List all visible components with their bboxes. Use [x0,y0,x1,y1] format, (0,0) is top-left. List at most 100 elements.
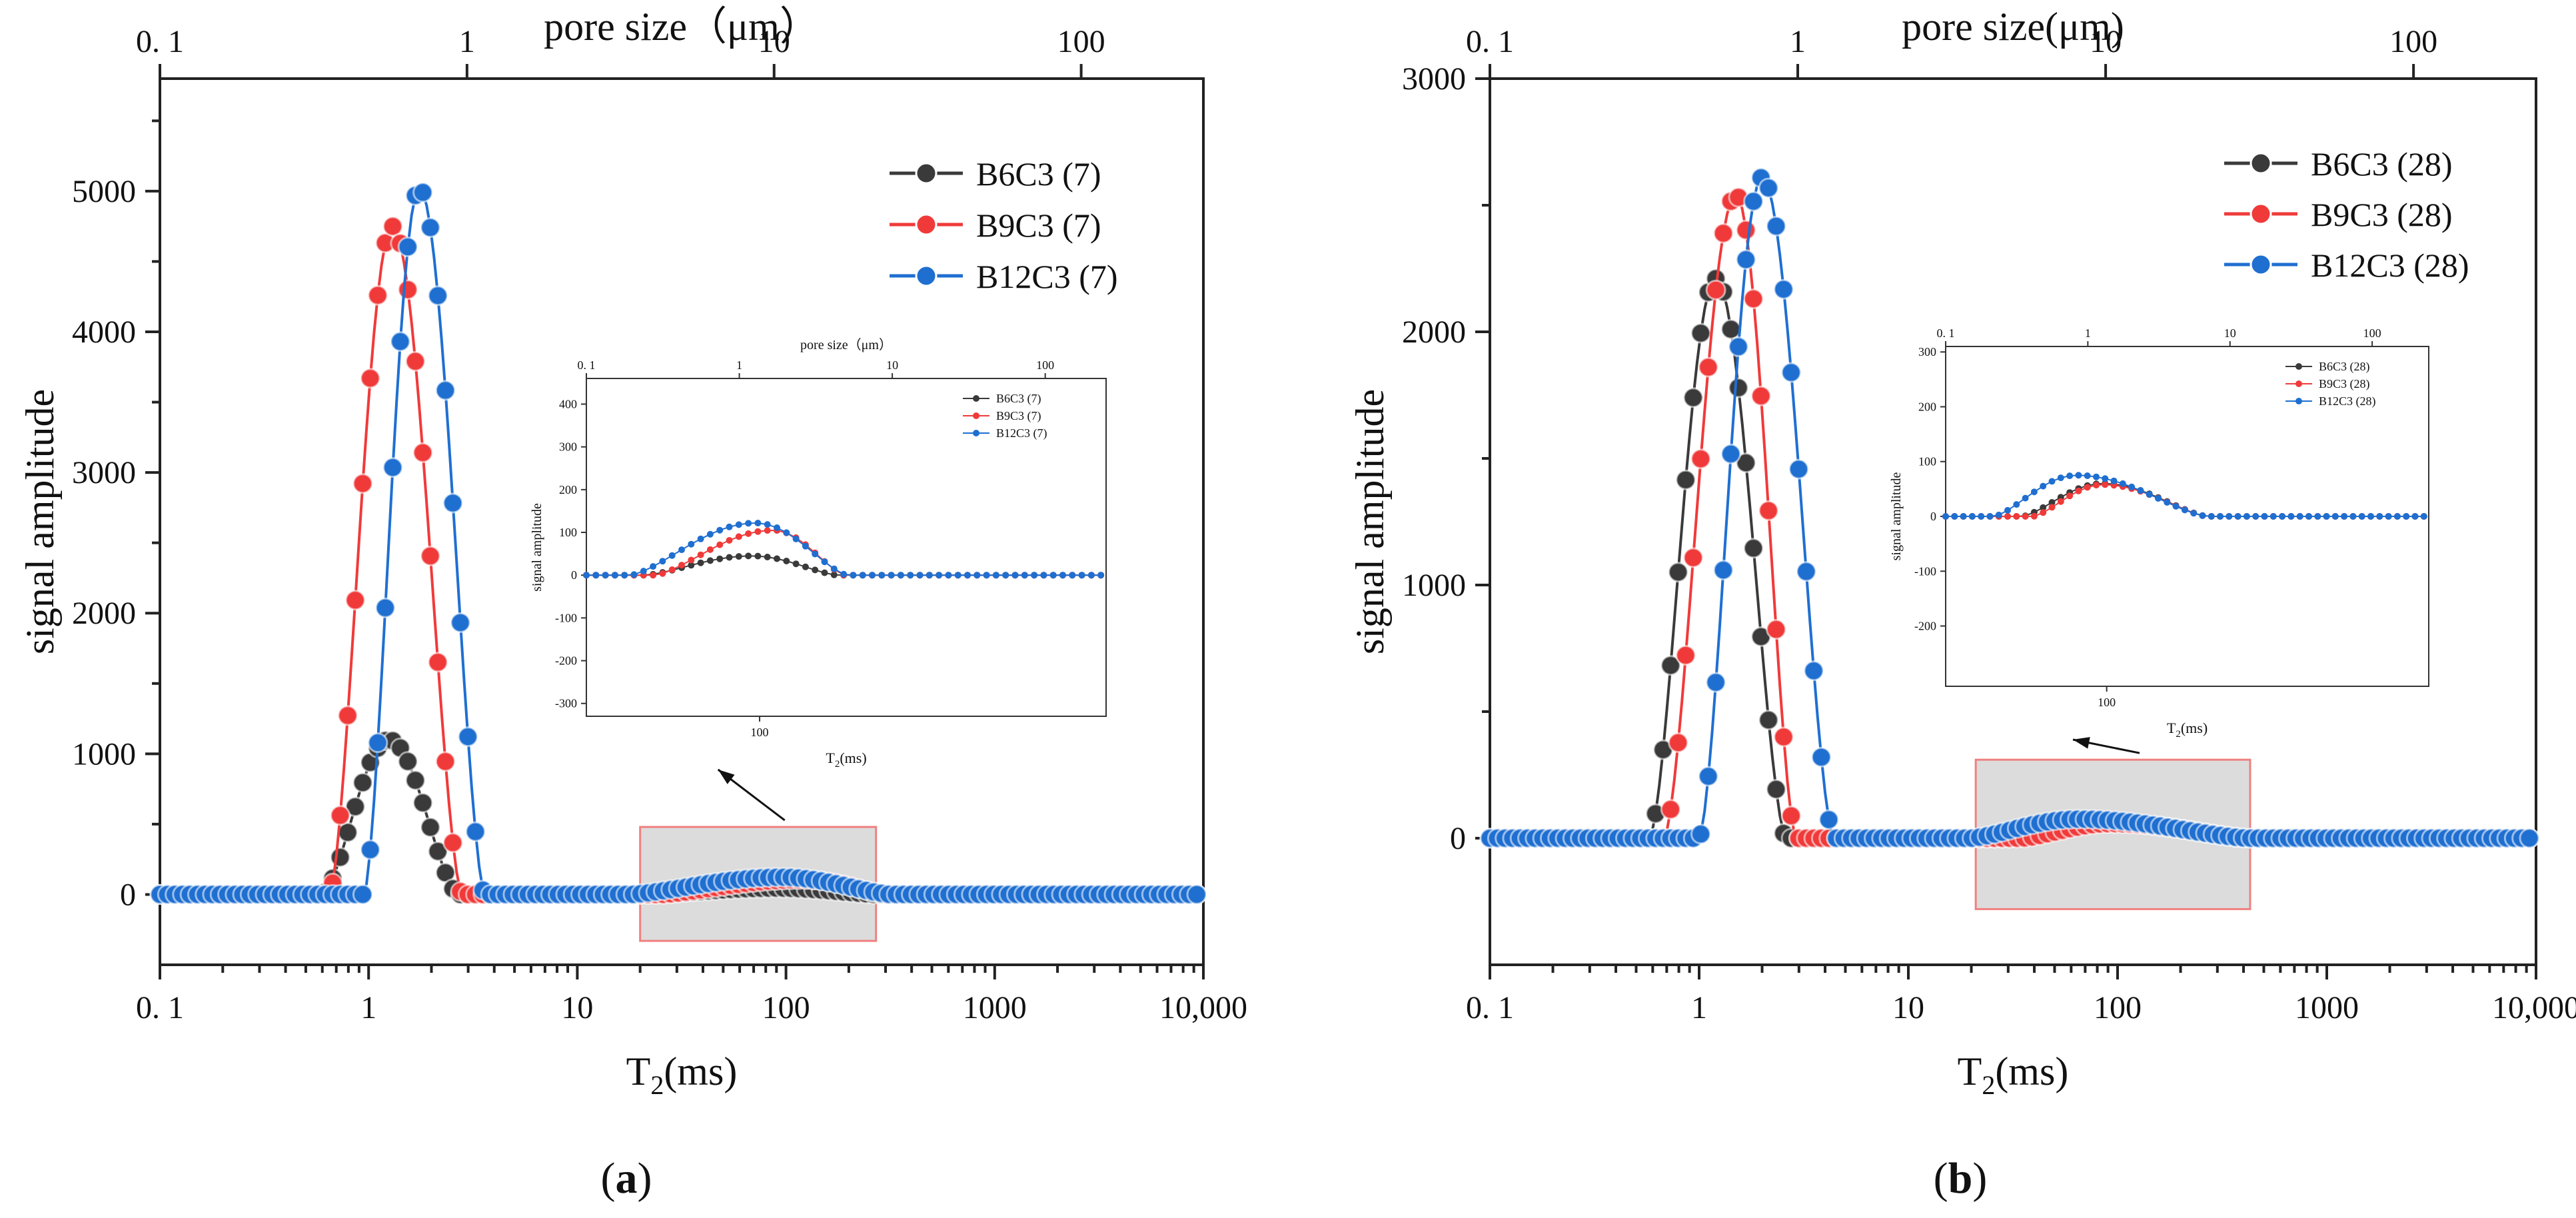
x-tick-label: 1000 [2295,990,2359,1025]
legend-label: B6C3 (7) [976,155,1101,193]
inset-legend-label: B9C3 (7) [996,409,1041,423]
data-point [397,751,418,772]
inset-data-point [2146,491,2153,498]
inset-data-point [716,555,724,562]
inset-data-point [2075,487,2082,494]
inset-data-point [802,563,809,570]
inset-data-point [850,572,857,579]
top-tick-label: 1 [459,24,475,59]
inset-data-point [650,563,657,570]
data-point [1690,322,1711,344]
data-point [1720,318,1742,340]
legend-marker [915,213,938,236]
inset-data-point [2226,513,2233,520]
data-point [457,726,478,748]
inset-data-point [973,572,981,579]
inset-data-point [2190,510,2198,517]
x-tick-label: 10 [561,990,593,1025]
x-tick-label: 0. 1 [136,990,184,1025]
legend-label: B12C3 (7) [976,258,1118,295]
data-point [1690,824,1711,845]
inset-data-point [2084,472,2091,479]
y-axis-title: signal amplitude [1348,389,1392,654]
inset-data-point [2243,513,2250,520]
data-point [360,368,381,389]
data-point [1788,458,1809,480]
inset-data-point [897,572,904,579]
inset-data-point [659,570,666,577]
inset-data-point [2172,502,2180,510]
y-tick-label: 3000 [1402,61,1466,97]
inset-data-point [907,572,914,579]
inset-data-point [2066,472,2074,480]
data-point [390,331,411,352]
data-point [1735,452,1756,474]
inset-top-tick-label: 100 [2363,326,2381,340]
inset-data-point [745,552,752,560]
data-point [352,473,373,494]
inset-data-point [688,562,695,569]
inset-data-point [2164,499,2171,506]
inset-data-point [611,572,618,579]
inset-legend-marker [2295,398,2302,404]
inset-data-point [1960,513,1967,520]
data-point [352,884,373,905]
data-point [2519,828,2540,849]
inset-frame [586,378,1107,717]
top-tick-label: 0. 1 [136,24,184,59]
series-line-B6 [1490,277,2533,840]
inset-data-point [754,520,762,526]
inset-data-point [754,552,762,560]
inset-data-point [2066,492,2074,500]
inset-data-point [745,530,752,537]
top-tick-label: 10 [2090,24,2122,59]
inset-legend-label: B6C3 (28) [2319,360,2370,374]
inset-data-point [802,542,809,550]
inset-series-line-B12 [586,522,1101,576]
inset-data-point [2093,473,2100,480]
inset-data-point [697,559,704,566]
inset-data-point [1978,513,1985,520]
inset-data-point [688,556,695,564]
data-point [465,821,486,842]
data-point [367,732,388,754]
inset-data-point [792,535,800,542]
inset-data-point [945,572,952,579]
inset-data-point [792,560,800,568]
inset-data-point [2385,513,2392,520]
data-point [1750,385,1772,406]
inset-data-point [2040,482,2047,490]
series-line-B9 [160,224,1201,896]
inset-data-point [840,570,848,578]
data-point [344,796,366,818]
inset-legend-marker [2295,380,2302,387]
inset-y-tick-label: 300 [1918,345,1936,358]
inset-data-point [2269,513,2277,520]
data-point [1675,645,1696,666]
data-point [344,590,366,611]
inset-data-point [697,551,704,558]
panel-label: (b) [1934,1154,1988,1203]
data-point [1682,387,1704,408]
inset-data-point [859,572,866,579]
data-point [1720,443,1742,464]
top-tick-label: 100 [2389,24,2437,59]
inset-data-point [1986,513,1994,520]
x-tick-label: 10,000 [2492,990,2576,1025]
inset-data-point [812,566,819,574]
legend-marker [915,162,938,185]
inset-data-point [992,572,999,579]
inset-data-point [1002,572,1009,579]
inset-legend-marker [2295,363,2302,370]
inset-data-point [2367,513,2374,520]
inset-data-point [954,572,962,579]
inset-legend-label: B9C3 (28) [2319,377,2370,391]
inset-data-point [726,537,733,544]
inset-data-point [735,553,742,560]
legend-label: B9C3 (28) [2311,196,2453,233]
legend-marker [2250,253,2272,276]
inset-data-point [2048,504,2056,511]
inset-data-point [2004,513,2011,520]
inset-y-tick-label: 100 [1918,455,1936,468]
